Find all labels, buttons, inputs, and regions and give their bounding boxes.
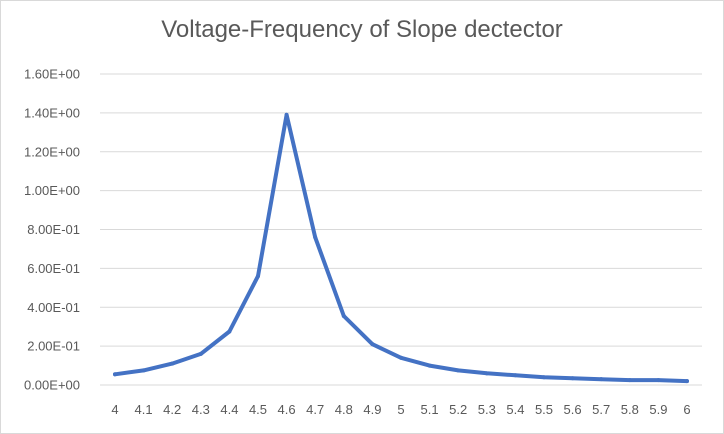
x-axis-tick-labels: 4 4.1 4.2 4.3 4.4 4.5 4.6 4.7 4.8 4.9 5 5.1 5.2 5.3 5.…	[111, 402, 690, 417]
x-tick-label: 5.4	[506, 402, 524, 417]
data-point	[284, 112, 289, 117]
data-point	[427, 363, 432, 368]
x-tick-label: 5.8	[621, 402, 639, 417]
data-point	[113, 372, 117, 377]
gridlines	[100, 73, 702, 386]
x-tick-label: 4.9	[363, 402, 381, 417]
x-tick-label: 5.7	[592, 402, 610, 417]
data-point	[170, 361, 175, 366]
data-point	[513, 373, 518, 378]
data-point	[341, 313, 346, 318]
x-tick-label: 4	[111, 402, 118, 417]
x-tick-label: 5.6	[564, 402, 582, 417]
x-tick-label: 4.5	[249, 402, 267, 417]
x-tick-label: 5.9	[649, 402, 667, 417]
data-point	[313, 235, 318, 240]
x-tick-label: 6	[683, 402, 690, 417]
y-tick-label: 1.00E+00	[24, 183, 80, 198]
x-tick-label: 4.8	[335, 402, 353, 417]
data-point	[656, 378, 661, 383]
x-tick-label: 4.2	[163, 402, 181, 417]
data-point	[456, 368, 461, 373]
y-tick-label: 1.60E+00	[24, 67, 80, 82]
data-point	[627, 378, 632, 383]
x-tick-label: 5.2	[449, 402, 467, 417]
x-tick-label: 4.6	[278, 402, 296, 417]
y-tick-label: 1.20E+00	[24, 144, 80, 159]
x-tick-label: 4.1	[135, 402, 153, 417]
series-line	[113, 112, 689, 384]
chart-title: Voltage-Frequency of Slope dectector	[161, 16, 563, 43]
x-tick-label: 5.1	[421, 402, 439, 417]
data-point	[256, 274, 260, 279]
x-tick-label: 5	[397, 402, 404, 417]
data-point	[370, 342, 375, 347]
data-point	[141, 368, 146, 373]
data-point	[399, 355, 403, 360]
series-layer	[113, 112, 689, 384]
y-tick-label: 0.00E+00	[24, 378, 80, 393]
y-tick-label: 6.00E-01	[27, 261, 80, 276]
data-point	[685, 379, 689, 384]
y-tick-label: 8.00E-01	[27, 222, 80, 237]
x-tick-label: 5.3	[478, 402, 496, 417]
data-point	[484, 371, 489, 376]
y-tick-label: 4.00E-01	[27, 300, 80, 315]
x-tick-label: 5.5	[535, 402, 553, 417]
x-tick-label: 4.4	[220, 402, 238, 417]
data-point	[198, 351, 203, 356]
y-axis-tick-labels: 0.00E+00 2.00E-01 4.00E-01 6.00E-01 8.00E-01…	[24, 67, 80, 393]
x-tick-label: 4.7	[306, 402, 324, 417]
y-tick-label: 1.40E+00	[24, 105, 80, 120]
x-tick-label: 4.3	[192, 402, 210, 417]
data-point	[542, 375, 546, 380]
data-point	[570, 376, 575, 381]
data-point	[599, 377, 604, 382]
data-point	[227, 329, 232, 334]
y-tick-label: 2.00E-01	[27, 339, 80, 354]
